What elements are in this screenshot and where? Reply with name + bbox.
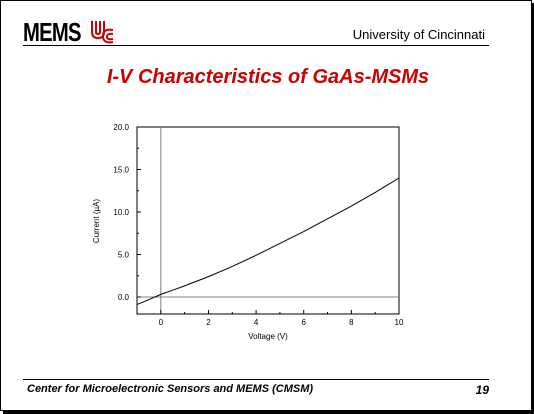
x-tick-label: 4 — [254, 318, 259, 327]
y-axis-label: Current (µA) — [92, 199, 101, 244]
x-tick-label: 8 — [349, 318, 354, 327]
header-divider — [23, 45, 489, 46]
tick-labels: 0 2 4 6 8 10 0.0 5.0 10.0 15.0 20.0 — [113, 123, 404, 327]
page-number: 19 — [475, 383, 489, 397]
axis-ticks — [136, 126, 400, 314]
logo-text: MEMS — [23, 16, 82, 47]
slide-title: I-V Characteristics of GaAs-MSMs — [106, 66, 430, 88]
x-tick-label: 2 — [206, 318, 211, 327]
plot-frame — [136, 126, 400, 315]
institution-name: University of Cincinnati — [352, 27, 485, 42]
x-tick-label: 10 — [395, 318, 404, 327]
footer-divider — [23, 379, 489, 380]
y-tick-label: 20.0 — [113, 123, 129, 132]
x-tick-label: 0 — [159, 318, 164, 327]
uc-logo-icon — [91, 21, 114, 44]
y-tick-label: 15.0 — [113, 166, 129, 175]
mems-logo: MEMS — [23, 15, 115, 49]
y-tick-label: 0.0 — [118, 293, 130, 302]
reference-lines — [137, 127, 399, 314]
x-axis-label: Voltage (V) — [248, 332, 288, 341]
x-tick-label: 6 — [302, 318, 307, 327]
iv-chart: 0 2 4 6 8 10 0.0 5.0 10.0 15.0 20.0 Voltage (V) Cu… — [92, 123, 404, 341]
footer-center-name: Center for Microelectronic Sensors and M… — [27, 383, 314, 395]
y-tick-label: 10.0 — [113, 208, 129, 217]
y-tick-label: 5.0 — [118, 251, 130, 260]
iv-curve — [136, 177, 400, 306]
